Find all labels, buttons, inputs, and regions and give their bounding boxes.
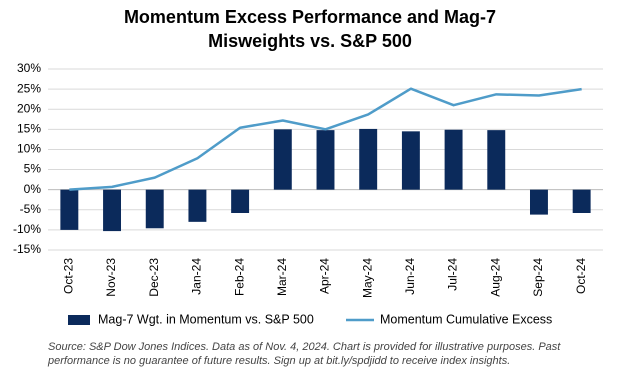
x-tick-label: Oct-24 [574,258,588,294]
line [69,87,582,191]
chart-title: Misweights vs. S&P 500 [208,31,412,51]
source-note: Source: S&P Dow Jones Indices. Data as o… [48,341,561,353]
x-tick-label: Mar-24 [275,258,289,296]
y-tick-label: 15% [17,122,41,136]
x-tick-label: Jun-24 [403,258,417,295]
chart-title: Momentum Excess Performance and Mag-7 [124,7,496,27]
y-tick-label: 20% [17,101,41,115]
legend-label: Mag-7 Wgt. in Momentum vs. S&P 500 [98,312,314,326]
x-tick-label: Nov-23 [104,258,118,297]
x-tick-label: Sep-24 [531,258,545,297]
bar [529,189,548,215]
y-tick-label: -5% [20,202,42,216]
x-tick-label: Feb-24 [232,258,246,296]
y-tick-label: 10% [17,142,41,156]
y-tick-label: 30% [17,61,41,75]
bar [316,130,335,190]
x-tick-label: Oct-23 [62,258,76,294]
bar [231,189,250,213]
x-tick-label: Jul-24 [446,258,460,291]
bar [401,131,420,190]
bar [188,189,207,222]
source-note: performance is no guarantee of future re… [47,355,510,367]
bar [487,130,506,190]
legend-swatch [68,315,90,325]
y-tick-label: 0% [24,182,42,196]
x-tick-label: May-24 [360,258,374,298]
bar [145,189,164,229]
x-tick-label: Aug-24 [488,258,502,297]
x-tick-label: Dec-23 [147,258,161,297]
y-tick-label: 5% [24,162,42,176]
y-tick-label: -15% [13,242,41,256]
bar [60,189,79,230]
bar [572,189,591,213]
bar [359,128,378,190]
x-tick-label: Jan-24 [190,258,204,295]
bar [103,189,122,232]
y-tick-label: 25% [17,81,41,95]
legend-label: Momentum Cumulative Excess [380,312,552,326]
bar [444,129,463,190]
y-tick-label: -10% [13,222,41,236]
bar [273,129,292,190]
x-tick-label: Apr-24 [318,258,332,294]
